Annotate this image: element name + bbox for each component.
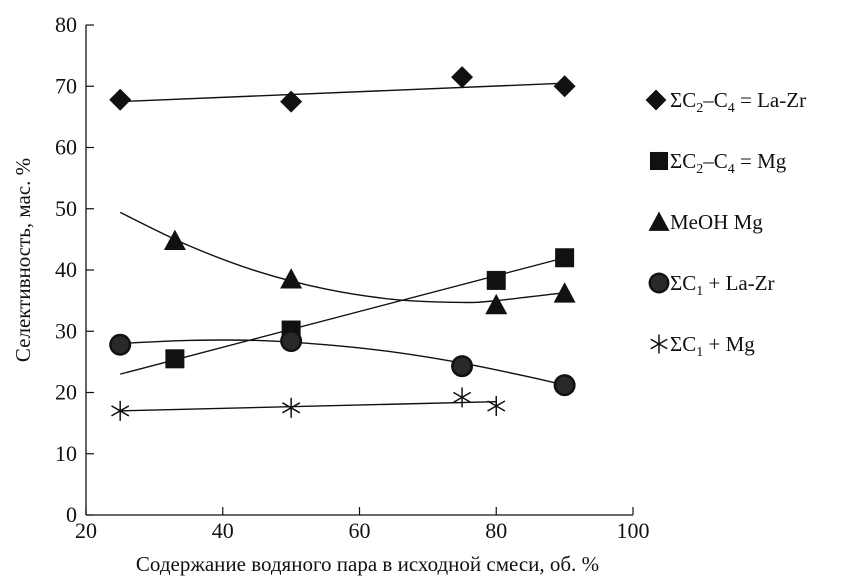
y-tick-label: 0: [66, 502, 77, 527]
legend-label-4: ΣC1 + Mg: [670, 332, 755, 360]
data-point-series-1-2: [486, 270, 506, 290]
data-point-series-0-0-shape: [109, 88, 132, 111]
legend-marker-4: [650, 334, 668, 354]
data-point-series-1-2-shape: [486, 270, 506, 290]
data-point-series-0-2: [451, 66, 474, 89]
legend-marker-3: [648, 272, 670, 294]
y-tick-label: 40: [55, 257, 77, 282]
data-point-series-3-3-shade: [556, 376, 574, 394]
trend-line-series-0: [120, 82, 565, 103]
legend-label-part: 2: [696, 101, 703, 116]
data-point-series-3-2-shade: [453, 357, 471, 375]
legend-label-part: –C: [702, 88, 728, 112]
data-point-series-2-1-shape: [280, 268, 303, 289]
legend-label-part: ΣC: [670, 88, 696, 112]
legend-marker-1-shape: [649, 151, 669, 171]
x-axis-title: Содержание водяного пара в исходной смес…: [136, 552, 599, 576]
y-tick-label: 20: [55, 380, 77, 405]
data-point-series-4-0: [111, 400, 130, 421]
x-tick-label: 60: [349, 518, 371, 543]
data-point-series-4-3: [487, 395, 506, 416]
legend-label-part: 2: [696, 162, 703, 177]
legend-marker-3-shade: [650, 274, 668, 292]
data-point-series-1-3-shape: [555, 248, 575, 268]
legend-label-0: ΣC2–C4 = La-Zr: [670, 88, 806, 116]
x-tick-label: 20: [75, 518, 97, 543]
trend-line-series-3: [120, 339, 565, 386]
trend-line-series-4: [120, 400, 497, 412]
data-point-series-4-2: [452, 387, 472, 408]
data-point-series-4-2-stroke-d2: [452, 391, 472, 404]
data-point-series-0-2-shape: [451, 66, 474, 89]
data-point-series-2-0: [163, 229, 186, 250]
data-point-series-4-1: [282, 397, 301, 418]
data-point-series-0-1-shape: [280, 90, 303, 113]
y-tick-label: 70: [55, 73, 77, 98]
legend-label-part: + Mg: [703, 332, 755, 356]
x-tick-label: 100: [617, 518, 650, 543]
data-point-series-2-0-shape: [163, 229, 186, 250]
y-tick-label: 30: [55, 318, 77, 343]
y-tick-label: 10: [55, 441, 77, 466]
data-point-series-3-2: [451, 355, 474, 378]
legend-label-part: + La-Zr: [703, 271, 774, 295]
data-point-series-0-1: [280, 90, 303, 113]
data-point-series-1-3: [555, 248, 575, 268]
data-point-series-4-1-stroke-d2: [282, 402, 301, 414]
legend-marker-4-stroke-d2: [650, 338, 668, 350]
legend-label-part: ΣC: [670, 332, 696, 356]
x-tick-label: 40: [212, 518, 234, 543]
data-point-series-2-3: [553, 282, 576, 303]
legend-label-part: 1: [696, 345, 703, 360]
data-point-series-0-0: [109, 88, 132, 111]
data-point-series-3-3-shape: [553, 374, 576, 397]
legend-marker-1: [649, 151, 669, 171]
data-point-series-2-3-shape: [553, 282, 576, 303]
legend-marker-0: [645, 89, 667, 111]
legend-label-1: ΣC2–C4 = Mg: [670, 149, 787, 177]
legend-label-part: MeOH Mg: [670, 210, 763, 234]
y-tick-label: 50: [55, 196, 77, 221]
data-point-series-0-3-shape: [553, 75, 576, 98]
legend-marker-2: [648, 211, 670, 231]
legend-label-part: 4: [728, 101, 735, 116]
x-tick-label: 80: [485, 518, 507, 543]
legend-label-part: 4: [728, 162, 735, 177]
y-axis-title: Селективность, мас. %: [11, 158, 35, 362]
data-point-series-3-1-shade: [282, 332, 300, 350]
data-point-series-1-0: [165, 349, 185, 369]
legend-label-part: ΣC: [670, 271, 696, 295]
data-point-series-3-0-shape: [109, 333, 132, 356]
axes: 0 10 20 30 40 50 60 70 80 20 40 60 80 100: [55, 12, 650, 543]
data-point-series-2-1: [280, 268, 303, 289]
data-point-series-3-1: [280, 330, 303, 353]
data-point-series-0-3: [553, 75, 576, 98]
data-point-series-3-3: [553, 374, 576, 397]
legend-label-3: ΣC1 + La-Zr: [670, 271, 775, 299]
data-point-series-2-2: [485, 293, 508, 315]
legend-label-part: ΣC: [670, 149, 696, 173]
legend-label-part: –C: [702, 149, 728, 173]
data-point-series-3-2-shape: [451, 355, 474, 378]
legend-label-2: MeOH Mg: [670, 210, 763, 234]
legend-label-part: 1: [696, 284, 703, 299]
data-point-series-3-0-shade: [111, 336, 129, 354]
data-point-series-2-2-shape: [485, 293, 508, 315]
y-tick-label: 80: [55, 12, 77, 37]
y-tick-label: 60: [55, 135, 77, 160]
data-point-series-4-3-stroke-d2: [487, 400, 506, 412]
data-point-series-4-0-stroke-d2: [111, 405, 130, 417]
data-markers: [109, 66, 576, 421]
data-point-series-3-1-shape: [280, 330, 303, 353]
data-point-series-3-0: [109, 333, 132, 356]
data-point-series-1-0-shape: [165, 349, 185, 369]
legend-label-part: = La-Zr: [735, 88, 806, 112]
legend-marker-2-shape: [648, 211, 670, 231]
legend-marker-0-shape: [645, 89, 667, 111]
trend-lines: [119, 82, 565, 412]
legend-label-part: = Mg: [735, 149, 787, 173]
legend-marker-3-shape: [648, 272, 670, 294]
